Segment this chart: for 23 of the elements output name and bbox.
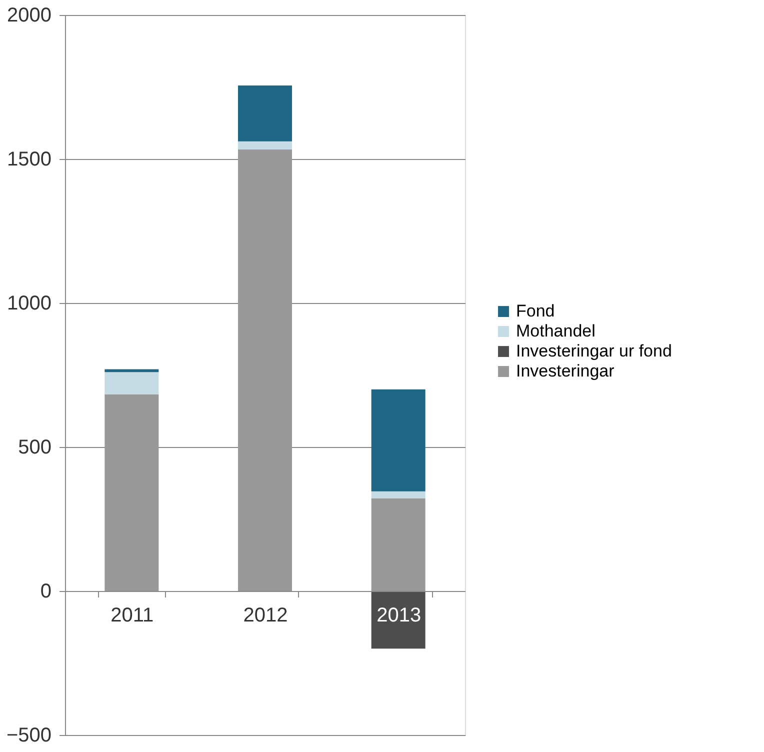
y-tick-label: 1000 <box>7 292 52 314</box>
x-tick-label: 2013 <box>376 604 422 626</box>
bar <box>371 491 426 498</box>
y-tick-label: −500 <box>6 724 52 746</box>
bar <box>104 369 159 372</box>
bar <box>238 141 292 150</box>
x-tick-label: 2011 <box>110 604 154 626</box>
legend-label: Investeringar <box>516 362 615 380</box>
bar <box>371 498 426 591</box>
legend-label: Mothandel <box>516 322 596 340</box>
bar <box>238 149 292 591</box>
legend-label: Fond <box>516 302 555 320</box>
y-tick-label: 1500 <box>7 148 52 170</box>
bar <box>371 591 426 649</box>
legend-label: Investeringar ur fond <box>516 342 672 360</box>
bar <box>104 394 159 591</box>
bar <box>238 86 292 142</box>
bar <box>371 389 426 492</box>
bar <box>104 372 159 394</box>
y-tick-label: 2000 <box>7 4 52 26</box>
y-tick-label: 0 <box>40 580 52 602</box>
x-tick-label: 2012 <box>243 604 288 626</box>
y-tick-label: 500 <box>18 436 52 458</box>
